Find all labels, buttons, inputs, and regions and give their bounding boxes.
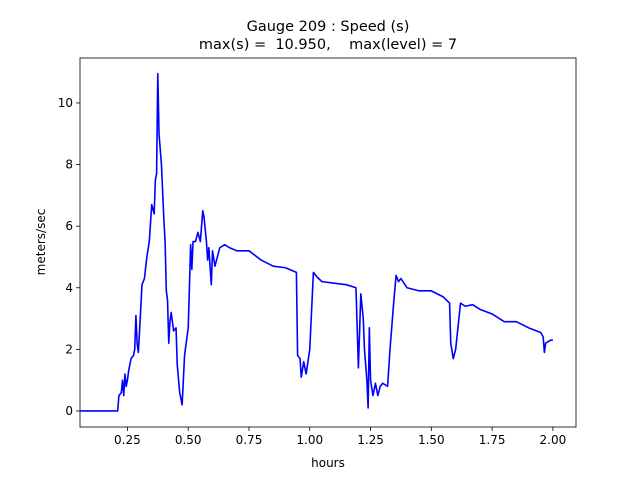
data-line bbox=[80, 72, 553, 412]
y-tick-label: 8 bbox=[65, 158, 73, 172]
x-tick-label: 0.50 bbox=[175, 433, 202, 447]
y-tick-label: 2 bbox=[65, 342, 73, 356]
x-tick-label: 1.75 bbox=[479, 433, 506, 447]
x-axis-label: hours bbox=[311, 456, 345, 470]
chart-subtitle: max(s) = 10.950, max(level) = 7 bbox=[199, 37, 457, 53]
x-tick-label: 2.00 bbox=[540, 433, 567, 447]
y-tick-label: 10 bbox=[58, 96, 73, 110]
x-tick-label: 1.25 bbox=[357, 433, 384, 447]
x-tick-label: 1.00 bbox=[296, 433, 323, 447]
y-tick-label: 0 bbox=[65, 404, 73, 418]
x-tick-label: 0.75 bbox=[236, 433, 263, 447]
y-tick-label: 6 bbox=[65, 219, 73, 233]
y-axis-label: meters/sec bbox=[34, 209, 48, 276]
x-tick-label: 0.25 bbox=[114, 433, 141, 447]
y-tick-label: 4 bbox=[65, 281, 73, 295]
plot-frame bbox=[79, 57, 577, 428]
x-tick-label: 1.50 bbox=[418, 433, 445, 447]
chart-title: Gauge 209 : Speed (s) bbox=[247, 19, 410, 35]
